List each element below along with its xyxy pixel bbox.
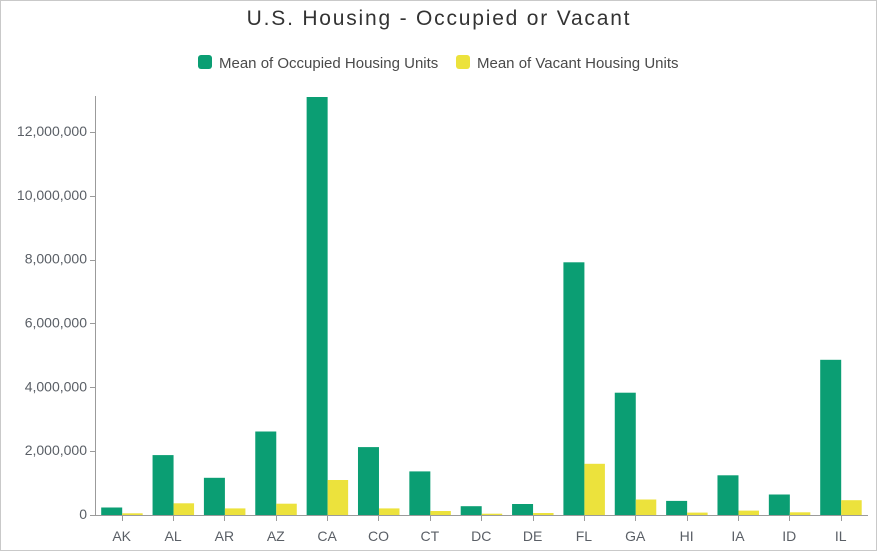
- svg-text:AR: AR: [215, 528, 234, 544]
- svg-text:AZ: AZ: [267, 528, 285, 544]
- svg-text:CA: CA: [317, 528, 337, 544]
- svg-text:2,000,000: 2,000,000: [25, 442, 87, 458]
- svg-text:GA: GA: [625, 528, 646, 544]
- svg-text:DC: DC: [471, 528, 491, 544]
- svg-text:CO: CO: [368, 528, 389, 544]
- svg-text:HI: HI: [680, 528, 694, 544]
- svg-text:DE: DE: [523, 528, 542, 544]
- svg-text:IL: IL: [835, 528, 847, 544]
- svg-text:Mean of Vacant Housing Units: Mean of Vacant Housing Units: [477, 55, 679, 72]
- svg-text:AL: AL: [165, 528, 182, 544]
- svg-text:U.S. Housing - Occupied or Vac: U.S. Housing - Occupied or Vacant: [247, 7, 632, 30]
- svg-text:IA: IA: [731, 528, 745, 544]
- svg-text:10,000,000: 10,000,000: [17, 187, 87, 203]
- svg-text:6,000,000: 6,000,000: [25, 314, 87, 330]
- svg-text:ID: ID: [782, 528, 796, 544]
- svg-text:4,000,000: 4,000,000: [25, 378, 87, 394]
- svg-text:FL: FL: [576, 528, 593, 544]
- svg-text:Mean of Occupied Housing Units: Mean of Occupied Housing Units: [219, 55, 438, 72]
- svg-text:0: 0: [79, 506, 87, 522]
- svg-text:AK: AK: [112, 528, 131, 544]
- svg-text:8,000,000: 8,000,000: [25, 251, 87, 267]
- svg-text:CT: CT: [420, 528, 439, 544]
- svg-text:12,000,000: 12,000,000: [17, 123, 87, 139]
